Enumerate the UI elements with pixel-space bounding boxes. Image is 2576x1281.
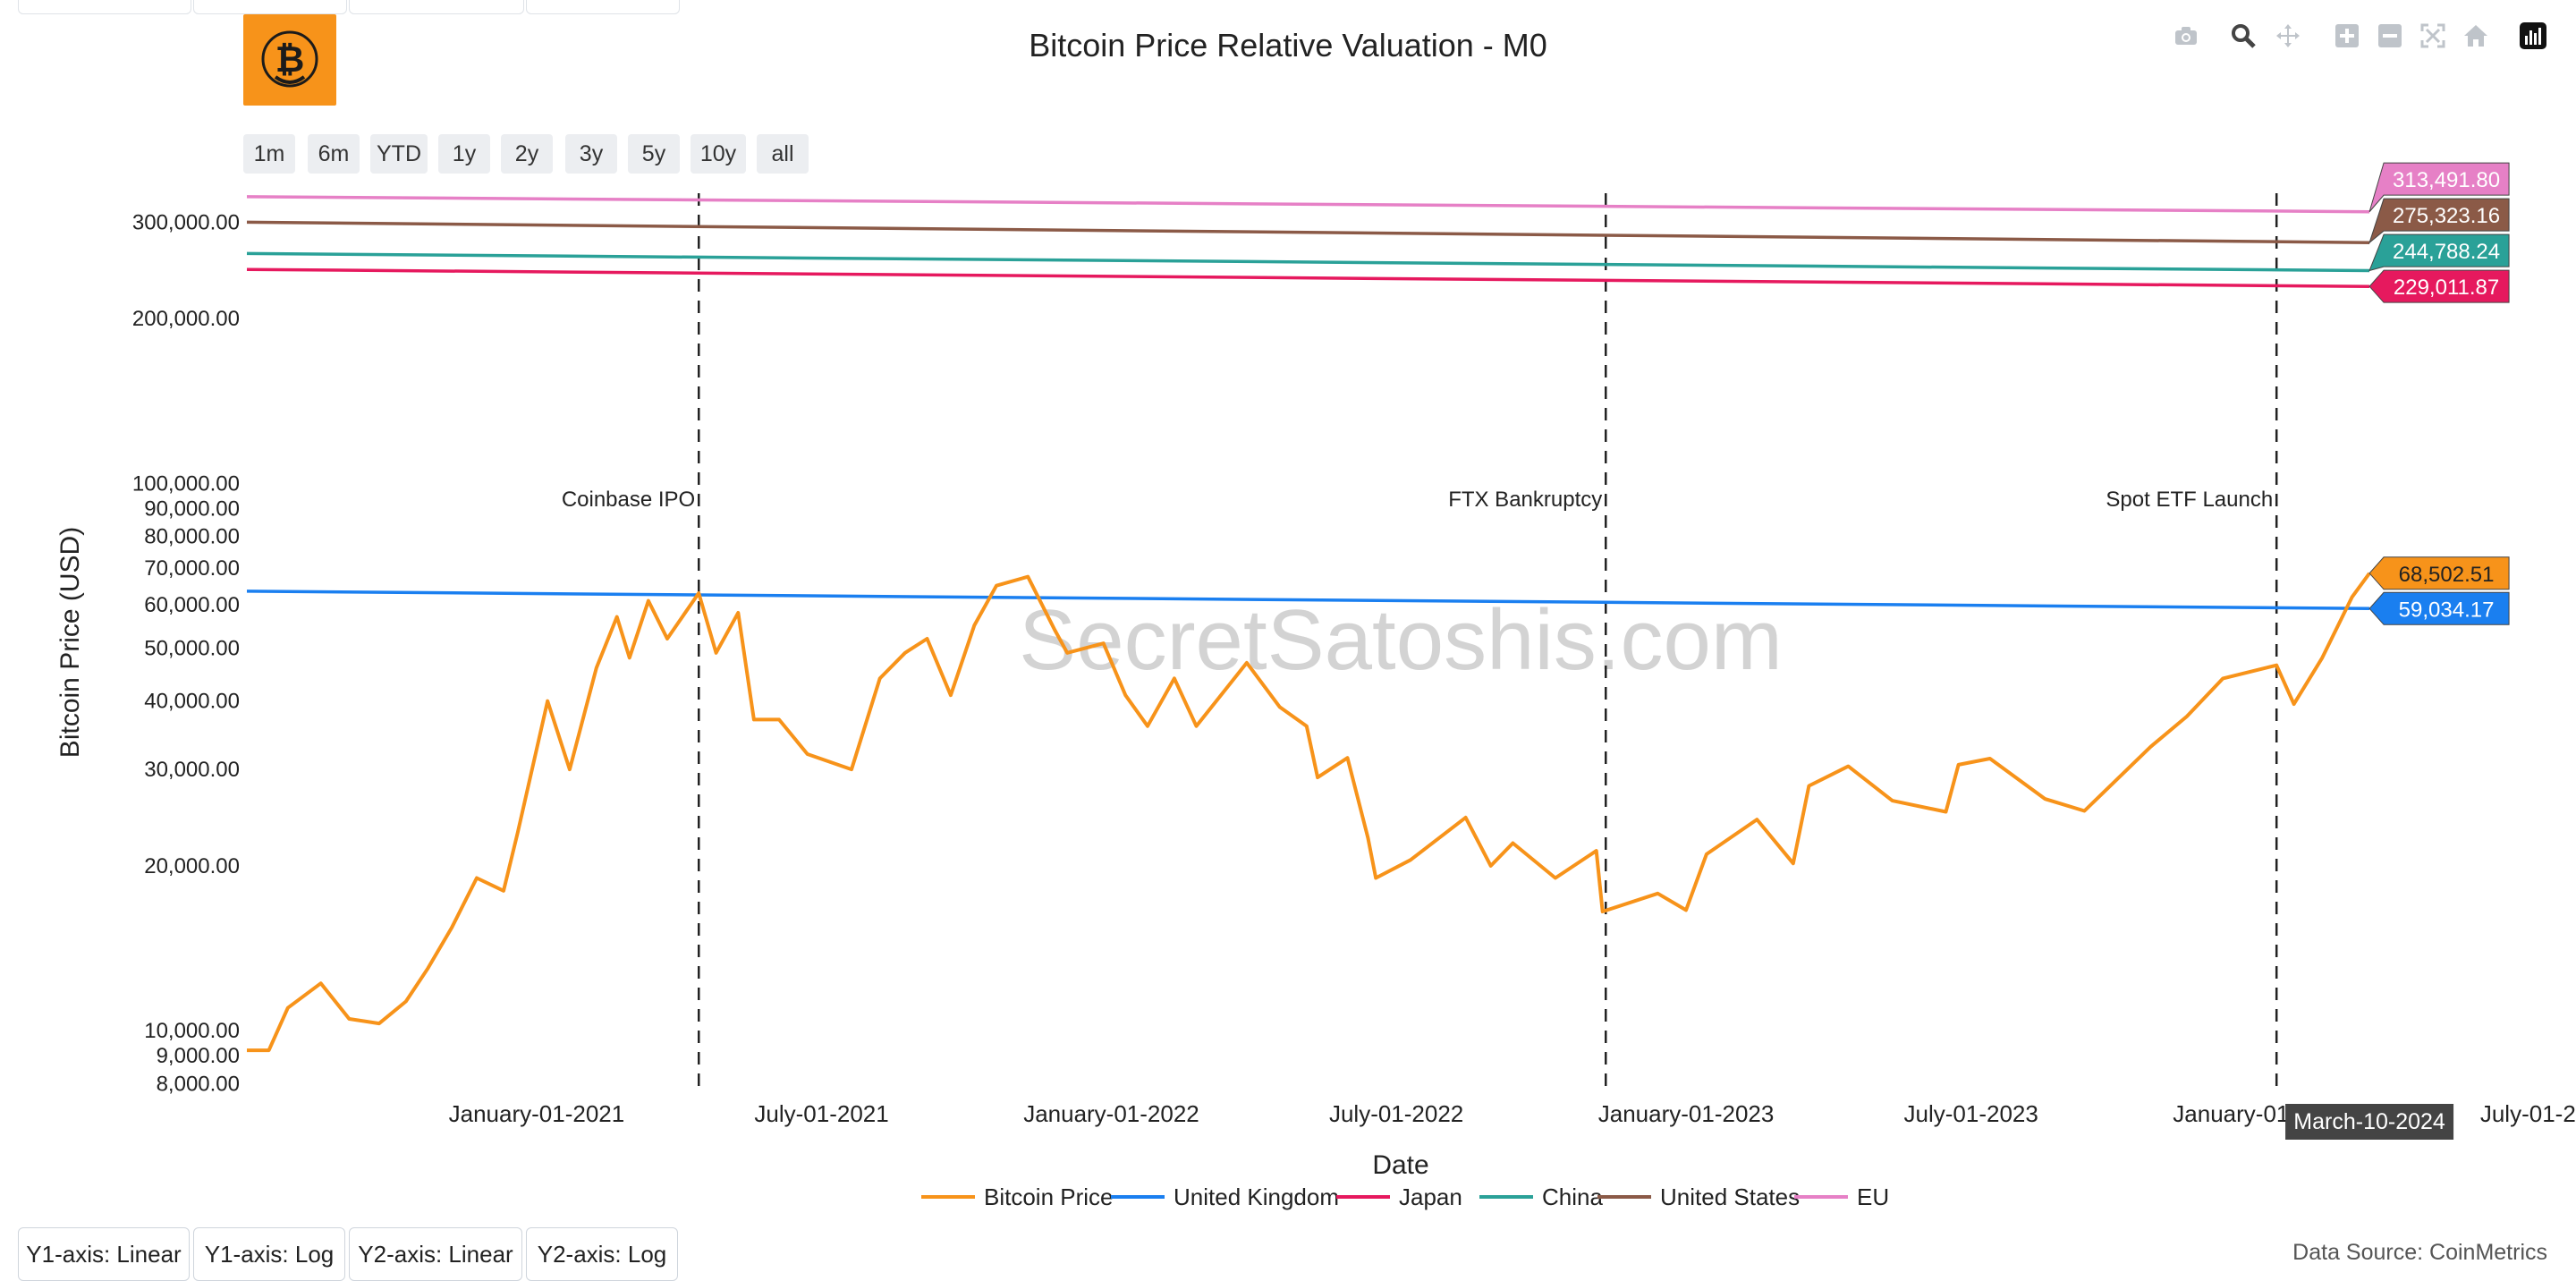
camera-icon[interactable] [2168,18,2204,54]
end-label-flag [2368,162,2510,213]
hover-date-label: March-10-2024 [2293,1109,2445,1134]
end-label-value: 244,788.24 [2393,240,2500,264]
autoscale-icon[interactable] [2415,18,2451,54]
series-line-eu [246,195,2370,214]
x-tick-label: January-01-2022 [1023,1100,1199,1127]
end-label-flag [2368,233,2510,272]
y-tick-label: 50,000.00 [144,636,240,660]
range-button-ytd[interactable]: YTD [370,134,428,174]
y-tick-label: 300,000.00 [132,210,240,234]
range-button-10y[interactable]: 10y [691,134,746,174]
legend-item-eu: EU [1857,1183,1889,1210]
end-label-value: 275,323.16 [2393,204,2500,228]
series-line-japan [246,267,2370,288]
plotly-logo-icon[interactable] [2515,18,2551,54]
x-tick-label: July-01-2024 [2480,1100,2576,1127]
y-tick-label: 8,000.00 [157,1072,240,1096]
top-tab-2[interactable] [193,0,347,14]
series-line-united-kingdom [246,590,2370,611]
top-tab-3[interactable] [349,0,524,14]
reset-axes-icon[interactable] [2458,18,2494,54]
zoom-out-icon[interactable] [2372,18,2408,54]
y2-axis-linear-button[interactable]: Y2-axis: Linear [349,1227,522,1281]
y-tick-label: 40,000.00 [144,690,240,714]
svg-text:₿: ₿ [275,40,305,80]
x-tick-label: July-01-2021 [754,1100,888,1127]
data-source-label: Data Source: CoinMetrics [2292,1240,2547,1265]
legend-item-japan: Japan [1399,1183,1462,1210]
end-label-flag [2368,269,2510,303]
range-button-all[interactable]: all [757,134,809,174]
y-tick-label: 9,000.00 [157,1044,240,1068]
series-line-bitcoin-price [247,572,2371,1053]
x-tick-label: July-01-2023 [1904,1100,2038,1127]
x-axis-title: Date [1372,1150,1428,1180]
y-tick-label: 90,000.00 [144,496,240,521]
range-button-5y[interactable]: 5y [628,134,680,174]
range-button-1m[interactable]: 1m [243,134,295,174]
y-tick-label: 100,000.00 [132,471,240,496]
end-label-value: 313,491.80 [2393,168,2500,192]
end-label-flag [2368,556,2510,590]
x-tick-label: January-01-2023 [1598,1100,1775,1127]
y2-axis-log-button[interactable]: Y2-axis: Log [526,1227,678,1281]
y-tick-label: 30,000.00 [144,758,240,782]
end-label-value: 68,502.51 [2399,563,2495,587]
hover-date-box [2285,1104,2454,1140]
y-tick-label: 10,000.00 [144,1019,240,1043]
y1-axis-log-button[interactable]: Y1-axis: Log [193,1227,345,1281]
top-tab-1[interactable] [18,0,191,14]
end-label-flag [2368,591,2510,625]
y-tick-label: 70,000.00 [144,556,240,581]
series-line-united-states [246,220,2370,244]
x-tick-label: January-01-2021 [449,1100,625,1127]
end-label-value: 229,011.87 [2394,276,2499,300]
end-label-value: 59,034.17 [2399,598,2495,622]
y-tick-label: 200,000.00 [132,307,240,331]
legend-item-bitcoin-price: Bitcoin Price [984,1183,1114,1210]
bitcoin-logo-icon: ₿ [243,14,336,106]
y1-axis-linear-button[interactable]: Y1-axis: Linear [18,1227,190,1281]
range-button-6m[interactable]: 6m [308,134,360,174]
y-axis-title: Bitcoin Price (USD) [55,527,85,758]
event-label: FTX Bankruptcy [1448,488,1602,512]
range-button-3y[interactable]: 3y [565,134,617,174]
zoom-in-icon[interactable] [2329,18,2365,54]
chart-title: Bitcoin Price Relative Valuation - M0 [1029,27,1547,64]
y-tick-label: 80,000.00 [144,525,240,549]
legend-item-china: China [1542,1183,1603,1210]
y-tick-label: 20,000.00 [144,854,240,878]
legend-item-united-states: United States [1660,1183,1800,1210]
end-label-flag [2368,198,2510,244]
watermark-text: SecretSatoshis.com [1019,592,1783,688]
event-label: Spot ETF Launch [2106,488,2273,512]
top-tab-4[interactable] [526,0,680,14]
zoom-icon[interactable] [2225,18,2261,54]
y-tick-label: 60,000.00 [144,593,240,617]
event-label: Coinbase IPO [562,488,695,512]
range-button-2y[interactable]: 2y [501,134,553,174]
pan-icon[interactable] [2270,18,2306,54]
range-button-1y[interactable]: 1y [438,134,490,174]
series-line-china [246,251,2370,273]
x-tick-label: July-01-2022 [1329,1100,1463,1127]
legend-item-united-kingdom: United Kingdom [1174,1183,1339,1210]
